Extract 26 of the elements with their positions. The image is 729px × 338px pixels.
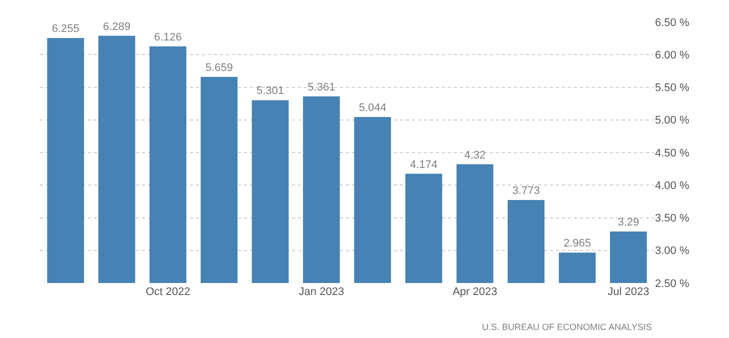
data-label: 5.301 bbox=[256, 85, 284, 98]
text: U.S. BUREAU OF ECONOMIC ANALYSIS bbox=[482, 322, 652, 332]
y-tick-label: 5.00 % bbox=[655, 114, 690, 127]
data-label: 6.255 bbox=[52, 22, 80, 35]
data-label: 5.659 bbox=[205, 62, 233, 74]
data-label: 6.126 bbox=[154, 31, 182, 44]
y-tick-label: 3.00 % bbox=[655, 245, 690, 258]
y-tick-label: 2.50 % bbox=[655, 278, 690, 290]
x-tick-label: Jan 2023 bbox=[298, 286, 344, 298]
x-tick-label: Oct 2022 bbox=[146, 286, 190, 298]
x-tick-label: Apr 2023 bbox=[452, 286, 498, 298]
data-label: 4.174 bbox=[410, 158, 438, 171]
x-tick-label: Jul 2023 bbox=[608, 286, 650, 298]
data-label: 6.289 bbox=[102, 20, 131, 33]
y-tick-label: 5.50 % bbox=[655, 82, 690, 94]
data-label: 5.044 bbox=[358, 102, 386, 114]
data-label: 2.965 bbox=[563, 238, 592, 250]
data-label: 5.361 bbox=[308, 81, 336, 94]
data-label: 4.32 bbox=[464, 149, 486, 162]
data-label: 3.29 bbox=[618, 216, 640, 228]
y-tick-label: 6.50 % bbox=[655, 16, 690, 29]
y-tick-label: 6.00 % bbox=[655, 49, 690, 62]
y-tick-label: 3.50 % bbox=[655, 212, 690, 225]
data-label: 3.773 bbox=[512, 184, 540, 197]
y-tick-label: 4.00 % bbox=[655, 180, 690, 192]
y-tick-label: 4.50 % bbox=[655, 147, 690, 160]
